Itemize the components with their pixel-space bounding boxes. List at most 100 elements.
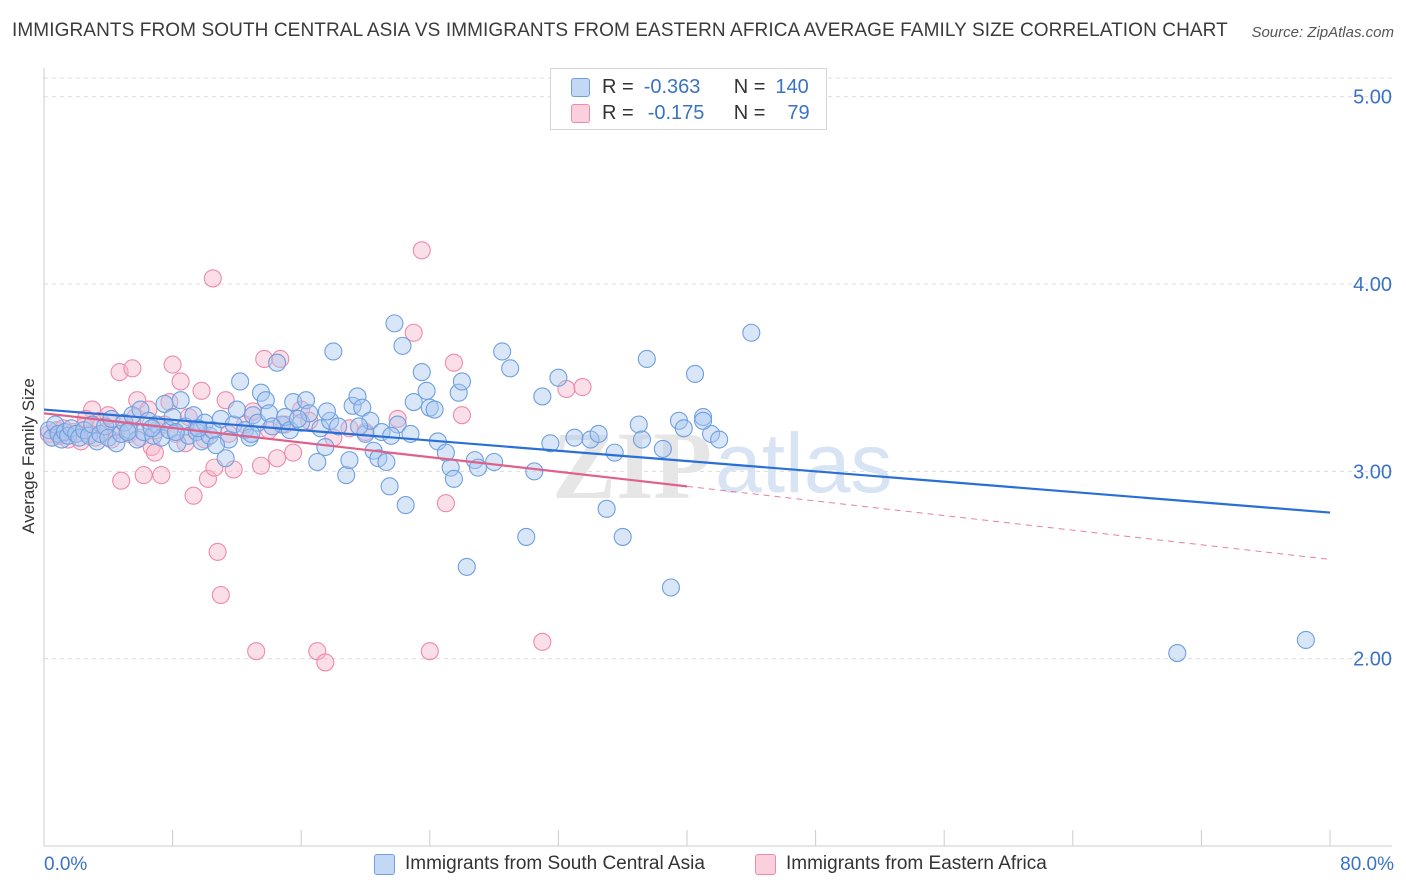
- point-south-central-asia: [348, 387, 367, 406]
- point-eastern-africa: [412, 241, 431, 260]
- point-south-central-asia: [629, 415, 648, 434]
- point-south-central-asia: [189, 419, 208, 438]
- point-eastern-africa: [208, 542, 227, 561]
- point-south-central-asia: [308, 452, 327, 472]
- point-south-central-asia: [242, 424, 261, 443]
- point-south-central-asia: [605, 443, 624, 462]
- y-tick-label: 4.00: [1353, 274, 1392, 296]
- point-eastern-africa: [203, 269, 222, 288]
- point-south-central-asia: [444, 469, 463, 488]
- point-south-central-asia: [396, 496, 415, 515]
- point-eastern-africa: [123, 359, 142, 378]
- point-south-central-asia: [452, 372, 472, 391]
- legend-r-value: -0.363: [643, 75, 701, 98]
- point-eastern-africa: [316, 653, 335, 672]
- point-south-central-asia: [493, 342, 512, 361]
- point-south-central-asia: [118, 422, 137, 442]
- point-eastern-africa: [192, 381, 211, 400]
- point-south-central-asia: [166, 422, 185, 442]
- bottom-legend-south-central-asia: Immigrants from South Central Asia: [374, 850, 705, 878]
- x-tick-label-min: 0.0%: [44, 854, 87, 875]
- point-south-central-asia: [589, 424, 608, 443]
- point-eastern-africa: [112, 471, 131, 490]
- point-south-central-asia: [1296, 630, 1315, 650]
- tick-labels: 2.00 3.00 4.00 5.00 0.0% 80.0%: [44, 87, 1394, 875]
- bottom-legend-swatch-pink: [755, 853, 776, 875]
- point-south-central-asia: [485, 452, 504, 472]
- point-south-central-asia: [353, 398, 372, 417]
- legend-n-value: 79: [787, 101, 810, 124]
- point-south-central-asia: [377, 452, 396, 472]
- point-south-central-asia: [685, 364, 705, 384]
- point-eastern-africa: [404, 323, 423, 342]
- point-south-central-asia: [171, 391, 190, 410]
- x-tick-label-max: 80.0%: [1340, 854, 1394, 875]
- point-south-central-asia: [661, 578, 680, 597]
- point-eastern-africa: [198, 469, 218, 488]
- y-tick-label: 3.00: [1353, 461, 1392, 483]
- legend: R = -0.363 N = 140 R = -0.175 N = 79: [550, 68, 827, 130]
- point-south-central-asia: [613, 527, 632, 546]
- gridlines: [44, 77, 1392, 660]
- point-eastern-africa: [436, 494, 455, 513]
- point-south-central-asia: [525, 462, 544, 481]
- point-south-central-asia: [632, 430, 652, 449]
- legend-r-label: R =: [602, 75, 634, 98]
- legend-r-value: -0.175: [647, 101, 705, 124]
- trend-line-eastern-africa-extrapolated: [686, 485, 1331, 560]
- point-south-central-asia: [565, 428, 584, 447]
- point-eastern-africa: [251, 456, 271, 475]
- legend-swatch-pink: [571, 103, 590, 123]
- legend-n-label: N =: [733, 101, 766, 124]
- point-south-central-asia: [227, 400, 246, 419]
- point-south-central-asia: [694, 411, 713, 430]
- point-south-central-asia: [337, 466, 356, 485]
- point-south-central-asia: [350, 417, 369, 436]
- axes: [43, 68, 1392, 847]
- point-south-central-asia: [501, 359, 520, 378]
- point-eastern-africa: [211, 585, 230, 605]
- point-south-central-asia: [404, 393, 423, 412]
- point-south-central-asia: [206, 436, 226, 455]
- point-eastern-africa: [184, 486, 203, 505]
- source-credit: Source: ZipAtlas.com: [1251, 24, 1394, 41]
- chart-title: IMMIGRANTS FROM SOUTH CENTRAL ASIA VS IM…: [12, 20, 1228, 41]
- point-eastern-africa: [533, 632, 552, 651]
- legend-n-label: N =: [733, 75, 766, 98]
- point-south-central-asia: [268, 353, 287, 372]
- point-south-central-asia: [1168, 644, 1187, 663]
- point-eastern-africa: [268, 449, 287, 468]
- legend-r-label: R =: [602, 101, 634, 124]
- point-eastern-africa: [420, 642, 439, 661]
- series-south-central-asia-points: [39, 314, 1315, 663]
- point-south-central-asia: [694, 407, 713, 427]
- point-south-central-asia: [449, 383, 468, 402]
- point-south-central-asia: [385, 314, 404, 333]
- point-eastern-africa: [284, 443, 303, 462]
- point-south-central-asia: [549, 368, 568, 387]
- point-eastern-africa: [142, 437, 161, 457]
- trend-line-south-central-asia: [43, 408, 1331, 514]
- trend-line-eastern-africa: [43, 412, 688, 488]
- y-axis-label: Average Family Size: [19, 378, 38, 534]
- point-eastern-africa: [243, 402, 263, 421]
- point-eastern-africa: [171, 372, 190, 391]
- watermark-atlas: atlas: [715, 416, 892, 510]
- point-eastern-africa: [573, 378, 592, 397]
- point-eastern-africa: [388, 409, 407, 428]
- point-south-central-asia: [231, 372, 250, 391]
- point-south-central-asia: [300, 404, 319, 423]
- point-south-central-asia: [417, 381, 436, 400]
- point-south-central-asia: [674, 419, 693, 438]
- point-south-central-asia: [142, 419, 161, 438]
- bottom-legend-eastern-africa: Immigrants from Eastern Africa: [755, 850, 1047, 878]
- point-south-central-asia: [517, 527, 536, 546]
- point-south-central-asia: [96, 417, 115, 436]
- point-south-central-asia: [340, 451, 359, 470]
- point-south-central-asia: [324, 342, 343, 361]
- bottom-legend-label: Immigrants from South Central Asia: [405, 853, 705, 874]
- point-south-central-asia: [361, 411, 380, 430]
- bottom-legend-label: Immigrants from Eastern Africa: [786, 853, 1047, 874]
- point-south-central-asia: [597, 499, 616, 518]
